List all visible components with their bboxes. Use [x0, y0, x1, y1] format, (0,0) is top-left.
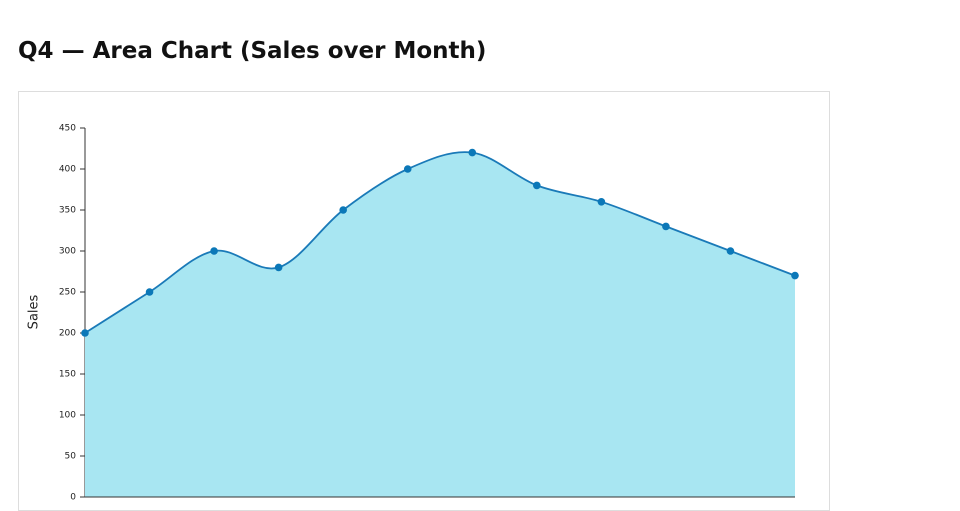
y-tick-label: 200	[59, 329, 76, 339]
page: {"chart_data": {"type": "area", "title":…	[18, 38, 830, 511]
data-point	[403, 165, 412, 173]
chart: Sales 0 50 100 150 200 250 300 350 400 450	[27, 124, 799, 501]
data-point	[662, 222, 670, 231]
data-point	[533, 181, 541, 190]
data-point	[468, 148, 477, 157]
data-point	[339, 206, 347, 214]
data-point	[81, 329, 89, 337]
y-axis-label: Sales	[27, 294, 42, 329]
y-tick-label: 100	[59, 411, 76, 421]
y-tick-label: 300	[59, 247, 76, 257]
y-tick-label: 150	[59, 370, 76, 380]
data-point	[791, 271, 799, 280]
data-point	[274, 263, 283, 272]
data-point	[597, 198, 606, 206]
y-tick-label: 50	[65, 452, 77, 462]
area-line	[84, 151, 796, 334]
y-tick-label: 250	[59, 288, 76, 298]
area-fill	[85, 152, 795, 498]
chart-title: Q4 — Area Chart (Sales over Month)	[18, 38, 487, 64]
y-tick-label: 400	[59, 165, 76, 175]
data-point	[726, 247, 735, 255]
data-point	[210, 247, 218, 255]
y-tick-label: 350	[59, 206, 76, 216]
y-tick-label: 0	[70, 493, 76, 501]
y-tick-label: 450	[59, 124, 76, 134]
data-point	[145, 288, 154, 296]
